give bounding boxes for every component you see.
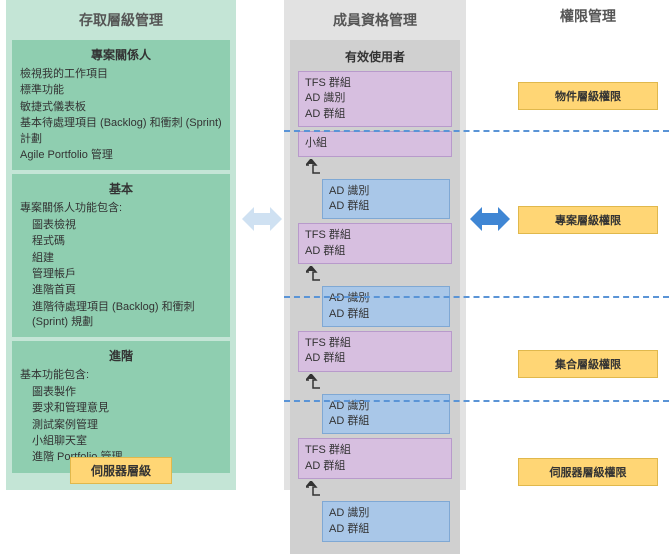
group-line: AD 群組 (305, 351, 445, 366)
section-title: 進階 (20, 347, 222, 364)
section-line: 測試案例管理 (20, 418, 222, 433)
nest-arrow-icon (306, 483, 456, 497)
dashed-divider (284, 296, 669, 298)
access-level-column: 存取層級管理 專案關係人檢視我的工作項目標準功能敏捷式儀表板基本待處理項目 (B… (6, 0, 236, 490)
group-block-purple: 小組 (298, 131, 452, 156)
dashed-divider (284, 130, 669, 132)
col2-title: 成員資格管理 (288, 4, 462, 36)
group-line: AD 識別 (305, 91, 445, 106)
nest-arrow-icon (306, 161, 456, 175)
group-line: AD 群組 (305, 459, 445, 474)
section-line: 進階待處理項目 (Backlog) 和衝刺 (Sprint) 規劃 (20, 300, 222, 331)
group-block-blue: AD 識別AD 群組 (322, 286, 450, 327)
col3-title: 權限管理 (513, 0, 663, 32)
section-intro: 專案關係人功能包含: (20, 201, 222, 216)
section-line: 小組聊天室 (20, 434, 222, 449)
group-line: AD 群組 (329, 414, 443, 429)
group-line: AD 識別 (329, 291, 443, 306)
section-line: 程式碼 (20, 234, 222, 249)
section-line: 管理帳戶 (20, 267, 222, 282)
group-block-blue: AD 識別AD 群組 (322, 501, 450, 542)
section-line: 基本待處理項目 (Backlog) 和衝刺 (Sprint) 計劃 (20, 116, 222, 147)
group-line: TFS 群組 (305, 76, 445, 91)
group-line: AD 群組 (329, 522, 443, 537)
group-line: TFS 群組 (305, 336, 445, 351)
group-block-purple: TFS 群組AD 群組 (298, 331, 452, 372)
membership-column: 成員資格管理 有效使用者 TFS 群組AD 識別AD 群組小組AD 識別AD 群… (284, 0, 466, 490)
permission-badge: 物件層級權限 (518, 82, 658, 110)
col1-title: 存取層級管理 (12, 4, 230, 36)
group-line: AD 識別 (329, 184, 443, 199)
group-line: AD 群組 (329, 199, 443, 214)
group-line: TFS 群組 (305, 228, 445, 243)
permission-badge: 集合層級權限 (518, 350, 658, 378)
group-line: AD 群組 (305, 107, 445, 122)
access-section: 進階基本功能包含:圖表製作要求和管理意見測試案例管理小組聊天室進階 Portfo… (12, 341, 230, 472)
section-line: Agile Portfolio 管理 (20, 148, 222, 163)
group-line: 小組 (305, 136, 445, 151)
section-line: 進階首頁 (20, 283, 222, 298)
permission-badge: 專案層級權限 (518, 206, 658, 234)
section-line: 標準功能 (20, 83, 222, 98)
section-line: 組建 (20, 251, 222, 266)
double-arrow-icon (470, 202, 510, 236)
group-line: TFS 群組 (305, 443, 445, 458)
permission-badge: 伺服器層級權限 (518, 458, 658, 486)
section-line: 要求和管理意見 (20, 401, 222, 416)
group-block-purple: TFS 群組AD 識別AD 群組 (298, 71, 452, 127)
group-line: AD 群組 (305, 244, 445, 259)
group-block-blue: AD 識別AD 群組 (322, 179, 450, 220)
nest-arrow-icon (306, 268, 456, 282)
section-line: 敏捷式儀表板 (20, 100, 222, 115)
server-level-badge: 伺服器層級 (70, 457, 172, 484)
access-section: 專案關係人檢視我的工作項目標準功能敏捷式儀表板基本待處理項目 (Backlog)… (12, 40, 230, 170)
group-line: AD 識別 (329, 506, 443, 521)
permission-column: 權限管理 物件層級權限專案層級權限集合層級權限伺服器層級權限 (513, 0, 663, 32)
section-title: 基本 (20, 180, 222, 197)
group-block-purple: TFS 群組AD 群組 (298, 223, 452, 264)
access-section: 基本專案關係人功能包含: 圖表檢視程式碼組建管理帳戶進階首頁進階待處理項目 (Ba… (12, 174, 230, 337)
section-line: 檢視我的工作項目 (20, 67, 222, 82)
group-line: AD 群組 (329, 307, 443, 322)
col2-subtitle: 有效使用者 (294, 48, 456, 65)
dashed-divider (284, 400, 669, 402)
section-line: 圖表製作 (20, 385, 222, 400)
group-block-purple: TFS 群組AD 群組 (298, 438, 452, 479)
section-intro: 基本功能包含: (20, 368, 222, 383)
double-arrow-icon (242, 202, 282, 236)
nest-arrow-icon (306, 376, 456, 390)
section-line: 圖表檢視 (20, 218, 222, 233)
section-title: 專案關係人 (20, 46, 222, 63)
